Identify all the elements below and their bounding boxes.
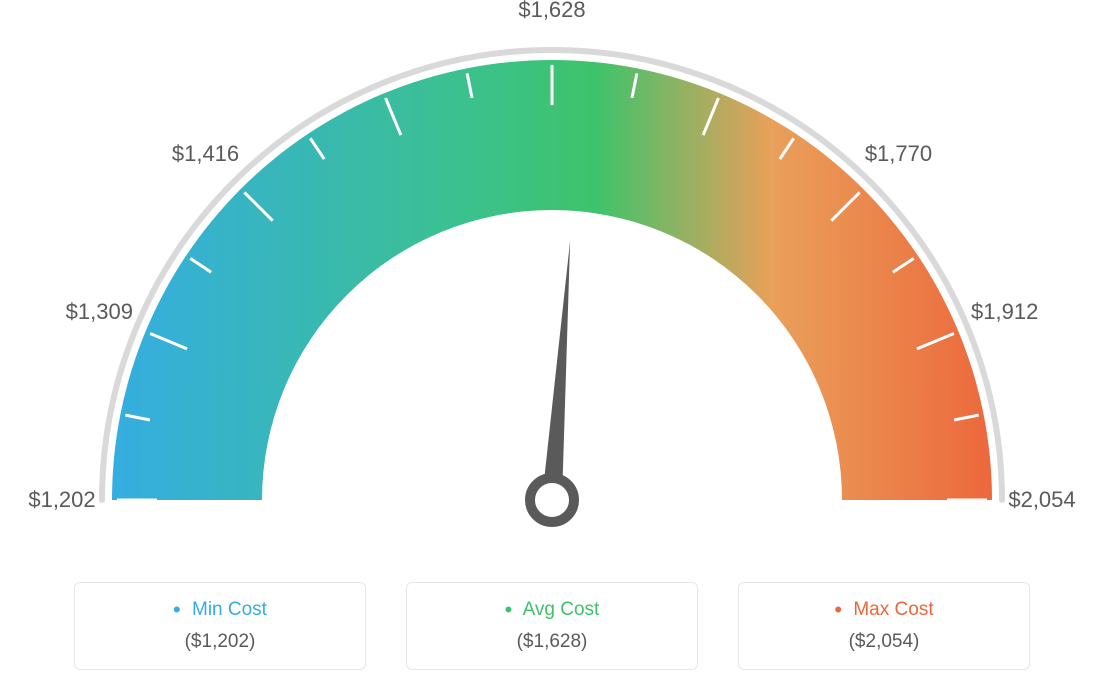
gauge-tick-label: $1,202: [28, 487, 95, 513]
summary-label-avg: Avg Cost: [523, 599, 600, 620]
summary-title-max: • Max Cost: [739, 597, 1029, 623]
gauge-chart-container: $1,202 $1,309 $1,416 $1,628 $1,770 $1,912 $2,0…: [0, 0, 1104, 690]
summary-value-avg: ($1,628): [407, 631, 697, 653]
summary-box-max: • Max Cost ($2,054): [738, 582, 1030, 670]
gauge-tick-label: $2,054: [1008, 487, 1075, 513]
summary-row: • Min Cost ($1,202) • Avg Cost ($1,628) …: [0, 582, 1104, 670]
gauge-tick-label: $1,309: [66, 299, 133, 325]
summary-title-avg: • Avg Cost: [407, 597, 697, 623]
gauge-tick-label: $1,770: [865, 141, 932, 167]
summary-value-min: ($1,202): [75, 631, 365, 653]
gauge-tick-label: $1,416: [172, 141, 239, 167]
summary-label-min: Min Cost: [192, 599, 267, 620]
summary-box-avg: • Avg Cost ($1,628): [406, 582, 698, 670]
summary-title-min: • Min Cost: [75, 597, 365, 623]
gauge-tick-label: $1,628: [518, 0, 585, 23]
bullet-min: •: [173, 597, 181, 622]
gauge-tick-label: $1,912: [971, 299, 1038, 325]
bullet-max: •: [834, 597, 842, 622]
gauge-svg: [0, 0, 1104, 560]
summary-label-max: Max Cost: [853, 599, 933, 620]
summary-value-max: ($2,054): [739, 631, 1029, 653]
gauge-area: $1,202 $1,309 $1,416 $1,628 $1,770 $1,912 $2,0…: [0, 0, 1104, 560]
bullet-avg: •: [505, 597, 513, 622]
summary-box-min: • Min Cost ($1,202): [74, 582, 366, 670]
